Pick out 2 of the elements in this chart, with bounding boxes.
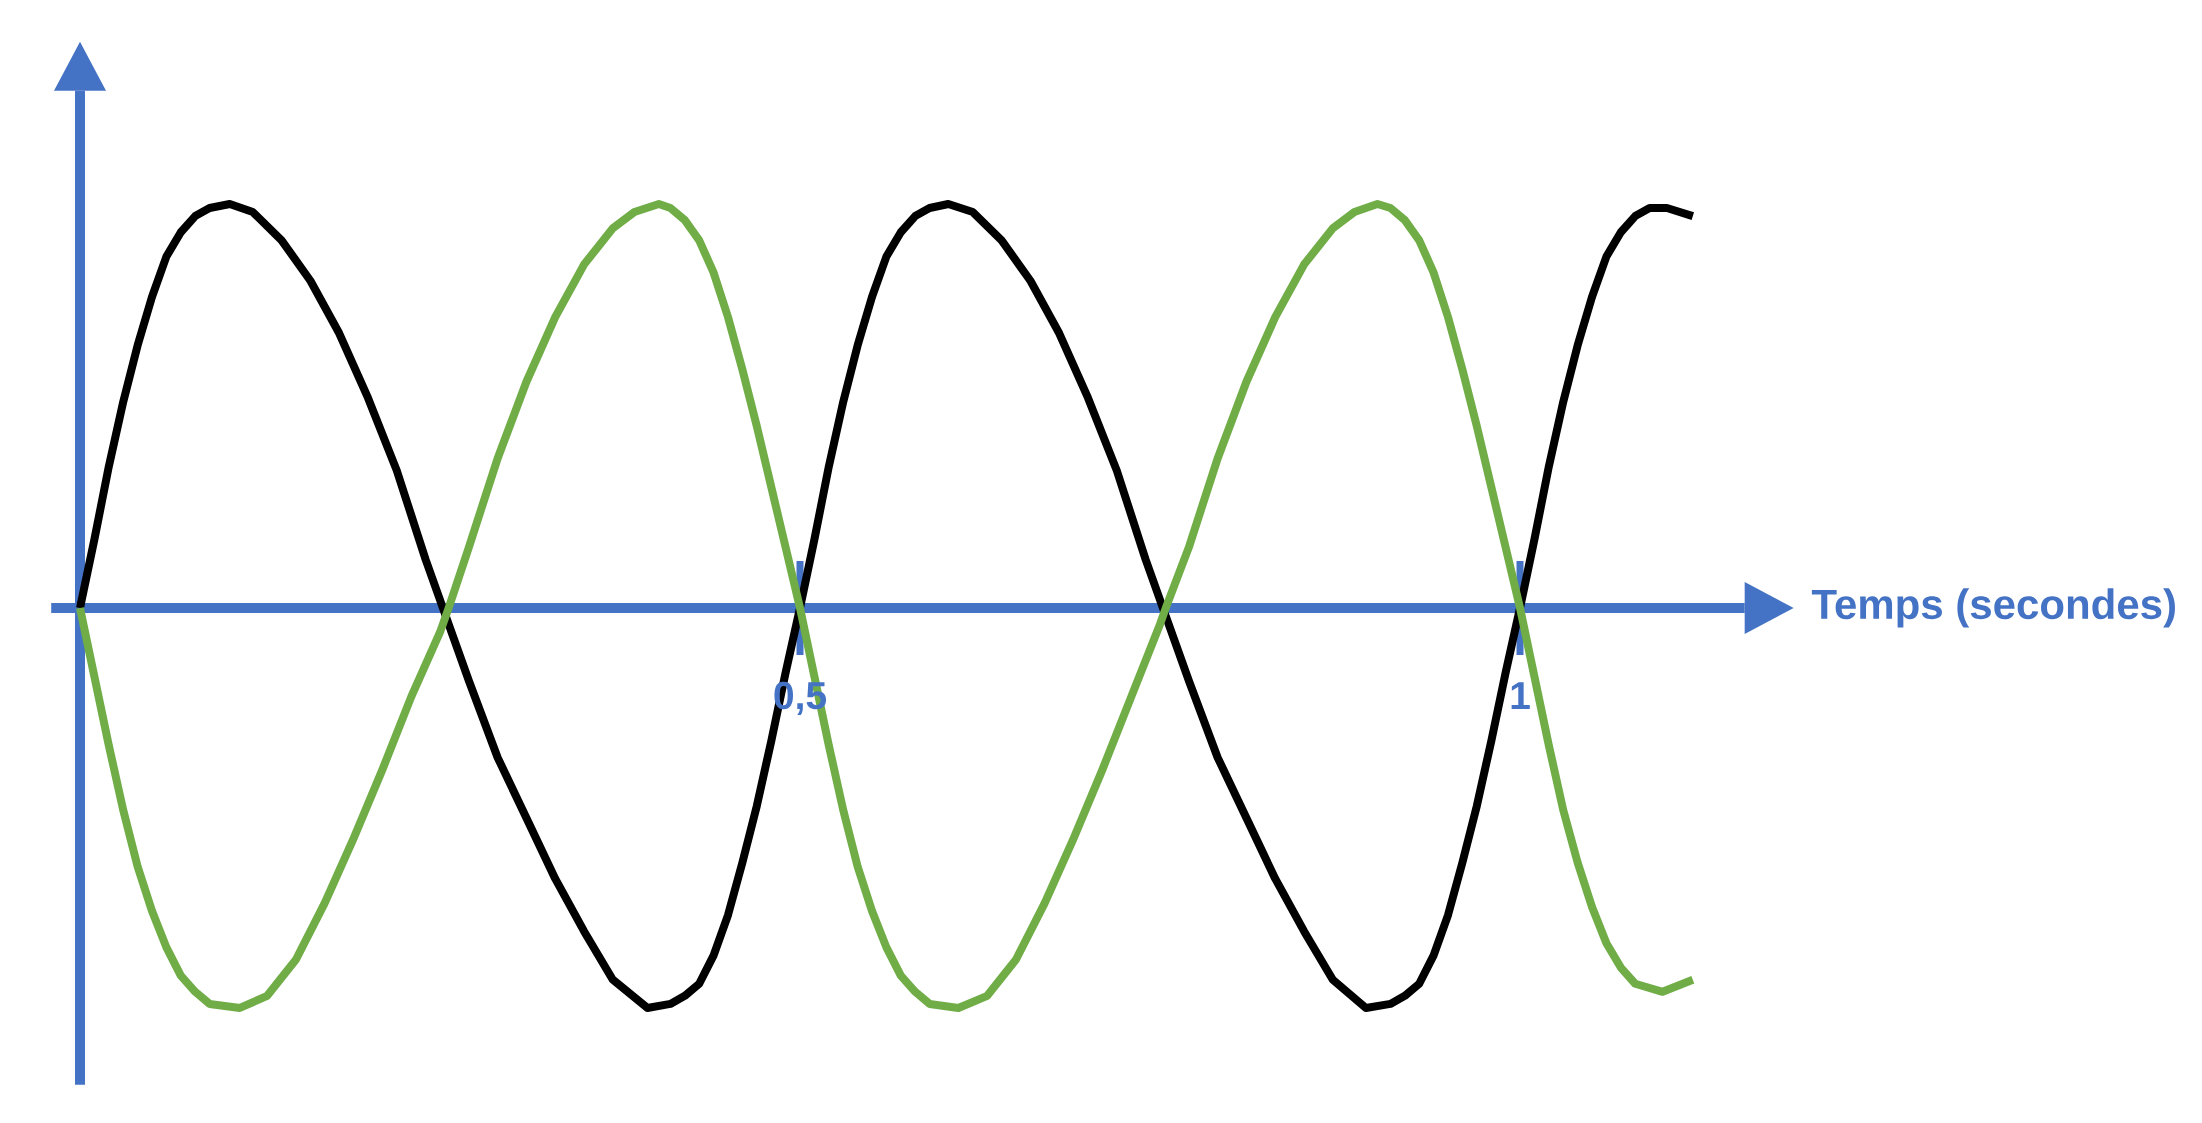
x-axis-title: Temps (secondes) bbox=[1811, 588, 2175, 628]
x-tick-label: 1 bbox=[1511, 682, 1530, 709]
